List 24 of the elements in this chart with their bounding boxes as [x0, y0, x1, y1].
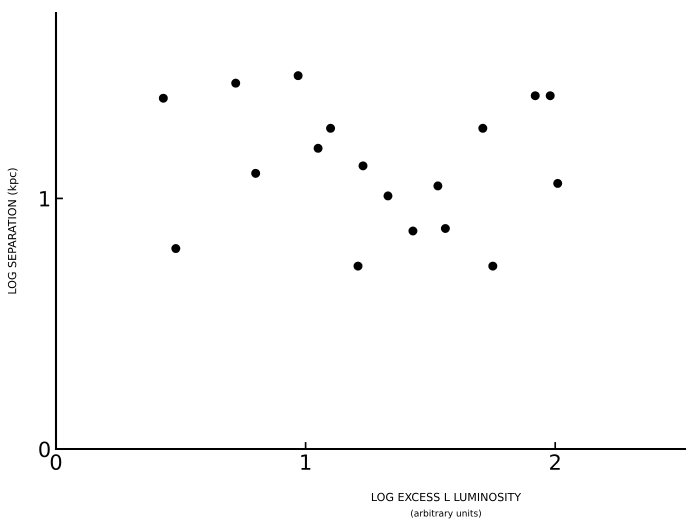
point	[433, 181, 442, 190]
point	[408, 226, 418, 236]
y-axis-title: LOG SEPARATION (kpc)	[8, 168, 18, 294]
x-tick-label: 1	[301, 454, 310, 470]
point	[158, 94, 168, 103]
point	[488, 262, 498, 271]
text: (arbitrary units)	[411, 510, 481, 518]
point	[478, 124, 488, 133]
point	[546, 91, 555, 100]
point	[294, 71, 303, 80]
x-tick-label: 0	[50, 454, 62, 470]
point	[358, 161, 368, 170]
x-axis-title: LOG EXCESS L LUMINOSITY	[372, 492, 522, 502]
x-tick-label: 2	[550, 454, 560, 470]
point	[440, 224, 450, 233]
point	[530, 91, 540, 100]
point	[171, 244, 180, 254]
point	[314, 144, 323, 153]
point	[326, 124, 336, 133]
point	[354, 262, 363, 271]
point	[231, 78, 240, 88]
point	[383, 191, 392, 200]
point	[553, 178, 562, 188]
point	[251, 168, 260, 178]
